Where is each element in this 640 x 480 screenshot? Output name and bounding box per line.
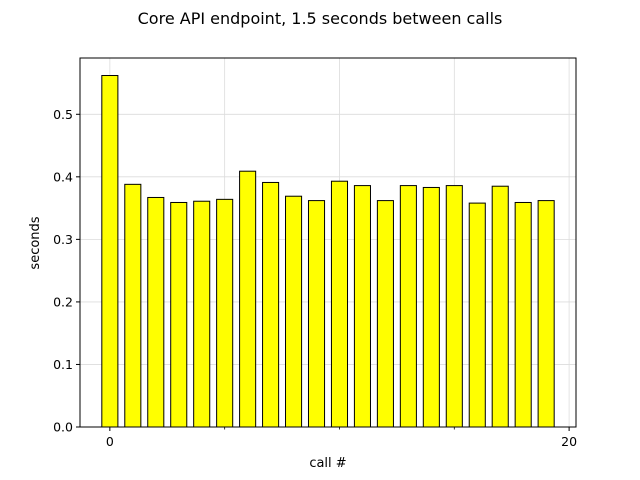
bar bbox=[285, 195, 303, 428]
ticks: 0.0 0.1 0.2 0.3 0.4 0.5 0 20 bbox=[53, 107, 577, 449]
y-tick-label: 0.4 bbox=[53, 169, 73, 184]
bar bbox=[514, 201, 532, 428]
y-tick-label: 0.2 bbox=[53, 294, 73, 309]
bar bbox=[537, 200, 555, 428]
bar bbox=[422, 186, 440, 428]
bar bbox=[353, 185, 371, 428]
plot-frame bbox=[79, 57, 577, 428]
bar bbox=[124, 183, 142, 428]
x-tick-label: 0 bbox=[106, 434, 114, 449]
bar bbox=[376, 200, 394, 428]
bar bbox=[330, 180, 349, 428]
y-tick-label: 0.1 bbox=[53, 357, 73, 372]
bar bbox=[147, 196, 165, 428]
bar bbox=[445, 185, 463, 428]
bar bbox=[491, 185, 509, 428]
y-tick-label: 0.3 bbox=[53, 232, 73, 247]
bar bbox=[193, 200, 211, 428]
bar bbox=[170, 201, 188, 428]
axes bbox=[79, 57, 577, 428]
y-tick-label: 0.0 bbox=[53, 420, 73, 435]
bar bbox=[262, 181, 280, 428]
y-tick-label: 0.5 bbox=[53, 107, 73, 122]
bar bbox=[307, 200, 326, 428]
bar bbox=[399, 185, 417, 428]
y-axis-label: seconds bbox=[28, 216, 43, 269]
bar bbox=[239, 170, 257, 428]
bars bbox=[101, 75, 555, 428]
bar bbox=[216, 198, 234, 428]
chart-title: Core API endpoint, 1.5 seconds between c… bbox=[138, 9, 503, 28]
bar bbox=[101, 75, 119, 428]
bar bbox=[468, 202, 486, 428]
x-tick-label: 20 bbox=[561, 434, 577, 449]
x-axis-label: call # bbox=[309, 456, 346, 471]
